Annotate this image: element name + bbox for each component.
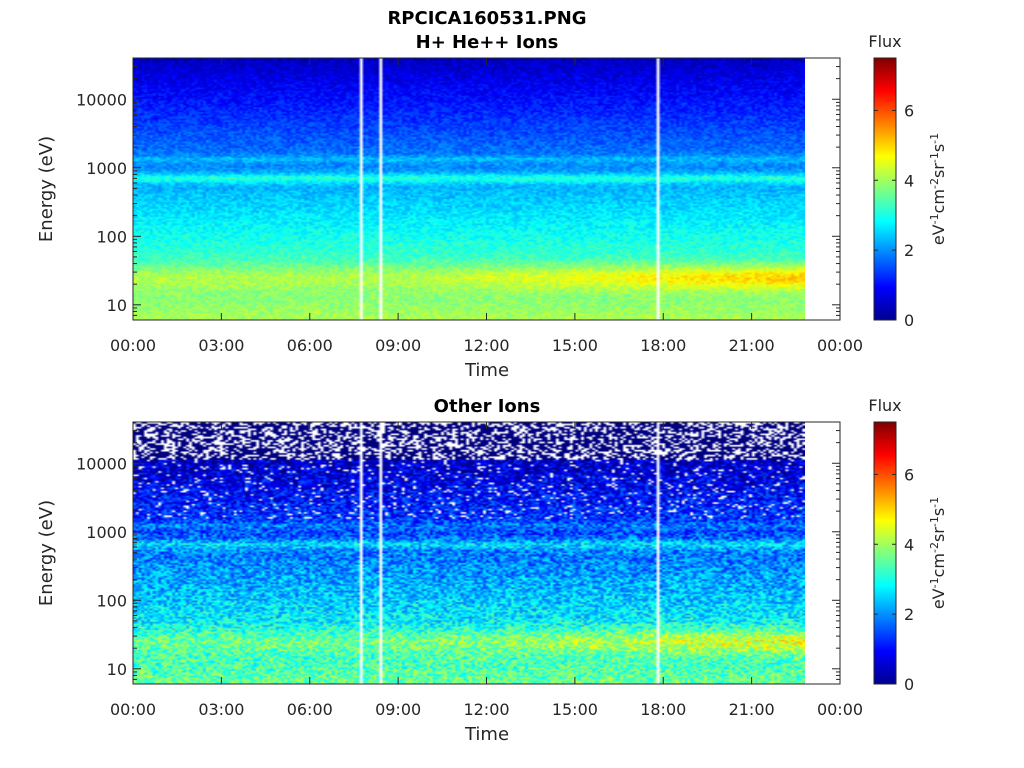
colorbar-tick-label: 2 bbox=[904, 241, 914, 260]
panel-title: Other Ions bbox=[434, 396, 541, 417]
x-tick-label: 15:00 bbox=[552, 336, 598, 355]
spectrogram-image bbox=[133, 422, 805, 684]
figure-title: RPCICA160531.PNG bbox=[387, 8, 586, 29]
y-tick-label: 100 bbox=[96, 591, 127, 610]
x-tick-label: 00:00 bbox=[817, 700, 863, 719]
x-tick-label: 00:00 bbox=[110, 336, 156, 355]
colorbar-tick-label: 6 bbox=[904, 101, 914, 120]
x-tick-label: 15:00 bbox=[552, 700, 598, 719]
y-tick-label: 10 bbox=[107, 296, 127, 315]
x-tick-label: 21:00 bbox=[729, 336, 775, 355]
colorbar-title: Flux bbox=[868, 32, 901, 51]
y-tick-label: 1000 bbox=[86, 523, 127, 542]
y-tick-label: 10000 bbox=[76, 454, 127, 473]
colorbar-tick-label: 0 bbox=[904, 311, 914, 330]
spectrogram-image bbox=[133, 58, 805, 320]
y-tick-label: 100 bbox=[96, 227, 127, 246]
y-axis-ticks: 10 100 1000 10000 bbox=[76, 57, 840, 321]
colorbar-tick-label: 4 bbox=[904, 535, 914, 554]
colorbar-tick-label: 2 bbox=[904, 605, 914, 624]
x-axis-ticks: 00:00 03:00 06:00 09:00 12:00 15:00 18:00 21:00… bbox=[110, 422, 863, 719]
x-tick-label: 18:00 bbox=[640, 700, 686, 719]
x-tick-label: 00:00 bbox=[817, 336, 863, 355]
colorbar bbox=[873, 421, 897, 685]
y-axis-label: Energy (eV) bbox=[36, 500, 57, 606]
x-axis-label: Time bbox=[464, 724, 509, 745]
x-tick-label: 09:00 bbox=[375, 700, 421, 719]
spectrogram-panel-other-ions: Other Ions 00:00 03:00 06:00 09:00 12:00 15:0… bbox=[36, 396, 948, 745]
x-tick-label: 12:00 bbox=[463, 336, 509, 355]
x-tick-label: 00:00 bbox=[110, 700, 156, 719]
y-tick-label: 1000 bbox=[86, 159, 127, 178]
spectrogram-panel-h-he-ions: H+ He++ Ions 00:00 03:00 06:00 09:00 12:00 15… bbox=[36, 32, 948, 381]
colorbar-unit-label: eV-1cm-2sr-1s-1 bbox=[928, 133, 948, 245]
colorbar-ticks: 0 2 4 6 bbox=[874, 465, 914, 694]
x-tick-label: 03:00 bbox=[198, 336, 244, 355]
panel-title: H+ He++ Ions bbox=[416, 32, 559, 53]
x-tick-label: 12:00 bbox=[463, 700, 509, 719]
y-tick-label: 10000 bbox=[76, 90, 127, 109]
colorbar bbox=[873, 57, 897, 321]
x-tick-label: 09:00 bbox=[375, 336, 421, 355]
x-axis-label: Time bbox=[464, 360, 509, 381]
colorbar-ticks: 0 2 4 6 bbox=[874, 101, 914, 330]
colorbar-tick-label: 6 bbox=[904, 465, 914, 484]
colorbar-title: Flux bbox=[868, 396, 901, 415]
x-tick-label: 06:00 bbox=[287, 700, 333, 719]
x-tick-label: 03:00 bbox=[198, 700, 244, 719]
colorbar-tick-label: 0 bbox=[904, 675, 914, 694]
x-axis-ticks: 00:00 03:00 06:00 09:00 12:00 15:00 18:00 21:00… bbox=[110, 58, 863, 355]
y-tick-label: 10 bbox=[107, 660, 127, 679]
x-tick-label: 06:00 bbox=[287, 336, 333, 355]
colorbar-tick-label: 4 bbox=[904, 171, 914, 190]
y-axis-label: Energy (eV) bbox=[36, 136, 57, 242]
y-axis-ticks: 10 100 1000 10000 bbox=[76, 421, 840, 685]
colorbar-unit-label: eV-1cm-2sr-1s-1 bbox=[928, 497, 948, 609]
x-tick-label: 21:00 bbox=[729, 700, 775, 719]
x-tick-label: 18:00 bbox=[640, 336, 686, 355]
